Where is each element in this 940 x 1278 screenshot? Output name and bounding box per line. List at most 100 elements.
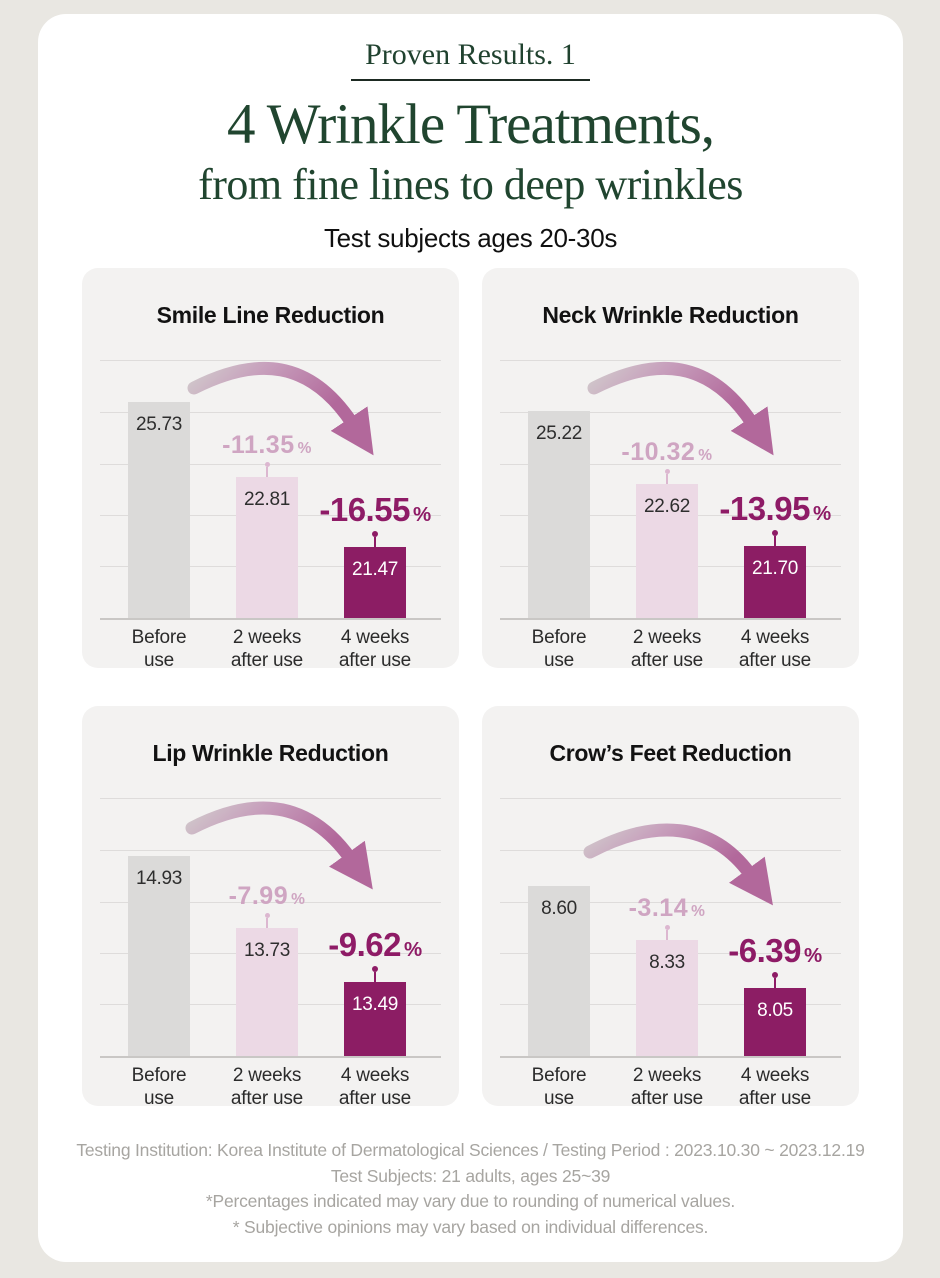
chart-panel-neck-wrinkle: Neck Wrinkle Reduction 25.22 22.62 21.70… xyxy=(482,268,860,671)
footnote-percentages: *Percentages indicated may vary due to r… xyxy=(205,1191,736,1211)
test-subjects-note: Test subjects ages 20-30s xyxy=(323,223,618,254)
bar-before-use: 14.93 xyxy=(128,856,190,1056)
label-pin xyxy=(372,966,378,982)
bar-value: 22.62 xyxy=(643,496,691,517)
percent-sign: % xyxy=(812,502,831,525)
x-label-2-weeks: 2 weeks after use xyxy=(230,1065,304,1109)
bar-value: 13.49 xyxy=(351,994,399,1015)
gridline xyxy=(500,360,841,361)
x-label-4-weeks: 4 weeks after use xyxy=(738,627,812,671)
bar-2-weeks: 22.62 xyxy=(636,484,698,618)
label-pin xyxy=(664,469,670,484)
bar-value: 21.47 xyxy=(351,559,399,580)
footnote-testing-institution: Testing Institution: Korea Institute of … xyxy=(76,1140,865,1160)
bar-4-weeks: 13.49 xyxy=(344,982,406,1056)
pct-value: -10.32 xyxy=(621,438,696,466)
x-label-4-weeks: 4 weeks after use xyxy=(738,1065,812,1109)
bar-4-weeks: 21.47 xyxy=(344,547,406,618)
x-label-2-weeks: 2 weeks after use xyxy=(230,627,304,671)
bar-value: 25.22 xyxy=(535,423,583,444)
pct-label-4-weeks: -16.55% xyxy=(290,491,460,547)
bar-2-weeks: 22.81 xyxy=(236,477,298,618)
x-axis-line xyxy=(100,1056,441,1058)
label-pin xyxy=(772,530,778,546)
eyebrow-label: Proven Results. 1 xyxy=(351,38,590,81)
pct-label-2-weeks: -11.35% xyxy=(182,431,352,477)
label-pin xyxy=(264,462,270,477)
x-label-before: Before use xyxy=(131,627,187,671)
pct-value: -13.95 xyxy=(719,490,810,527)
x-axis-line xyxy=(500,618,841,620)
pct-label-2-weeks: -3.14% xyxy=(582,894,752,940)
bar-2-weeks: 8.33 xyxy=(636,940,698,1056)
pct-value: -11.35 xyxy=(222,431,295,459)
pct-value: -16.55 xyxy=(319,491,410,528)
x-label-2-weeks: 2 weeks after use xyxy=(630,627,704,671)
bar-2-weeks: 13.73 xyxy=(236,928,298,1056)
x-axis-line xyxy=(100,618,441,620)
bar-value: 25.73 xyxy=(135,414,183,435)
bar-value: 22.81 xyxy=(243,489,291,510)
pct-label-2-weeks: -10.32% xyxy=(582,438,752,484)
charts-grid: Smile Line Reduction 25.73 22.81 21.47 -… xyxy=(82,268,860,1109)
gridline xyxy=(100,902,441,903)
footnotes: Testing Institution: Korea Institute of … xyxy=(38,1138,903,1240)
bar-before-use: 8.60 xyxy=(528,886,590,1056)
x-axis-line xyxy=(500,1056,841,1058)
gridline xyxy=(100,798,441,799)
percent-sign: % xyxy=(291,891,306,908)
label-pin xyxy=(372,531,378,547)
pct-label-4-weeks: -9.62% xyxy=(290,926,460,982)
header: Proven Results. 1 4 Wrinkle Treatments, … xyxy=(38,14,903,254)
gridline xyxy=(500,850,841,851)
main-subtitle: from fine lines to deep wrinkles xyxy=(198,159,743,209)
bar-value: 8.33 xyxy=(649,952,685,973)
pct-value: -3.14 xyxy=(628,894,689,922)
bar-before-use: 25.22 xyxy=(528,411,590,618)
x-label-4-weeks: 4 weeks after use xyxy=(338,627,412,671)
pct-value: -7.99 xyxy=(228,882,289,910)
gridline xyxy=(100,464,441,465)
percent-sign: % xyxy=(804,944,822,967)
chart-panel-lip-wrinkle: Lip Wrinkle Reduction 14.93 13.73 13.49 … xyxy=(82,706,460,1109)
pct-label-4-weeks: -13.95% xyxy=(690,490,860,546)
bar-value: 8.60 xyxy=(541,898,577,919)
gridline xyxy=(500,902,841,903)
label-pin xyxy=(264,913,270,928)
chart-title: Crow’s Feet Reduction xyxy=(549,740,792,766)
pct-value: -9.62 xyxy=(328,926,402,963)
x-label-before: Before use xyxy=(531,1065,587,1109)
chart-panel-crows-feet: Crow’s Feet Reduction 8.60 8.33 8.05 -3.… xyxy=(482,706,860,1109)
bar-4-weeks: 21.70 xyxy=(744,546,806,618)
x-label-4-weeks: 4 weeks after use xyxy=(338,1065,412,1109)
pct-label-2-weeks: -7.99% xyxy=(182,882,352,928)
x-label-before: Before use xyxy=(131,1065,187,1109)
x-label-2-weeks: 2 weeks after use xyxy=(630,1065,704,1109)
footnote-subjective: * Subjective opinions may vary based on … xyxy=(232,1216,709,1237)
bar-4-weeks: 8.05 xyxy=(744,988,806,1056)
chart-title: Neck Wrinkle Reduction xyxy=(542,302,799,328)
gridline xyxy=(100,360,441,361)
x-label-before: Before use xyxy=(531,627,587,671)
content-card: Proven Results. 1 4 Wrinkle Treatments, … xyxy=(38,14,903,1262)
label-pin xyxy=(664,925,670,940)
bar-value: 8.05 xyxy=(757,1000,793,1021)
gridline xyxy=(500,798,841,799)
chart-panel-smile-line: Smile Line Reduction 25.73 22.81 21.47 -… xyxy=(82,268,460,671)
percent-sign: % xyxy=(404,938,422,961)
footnote-test-subjects: Test Subjects: 21 adults, ages 25~39 xyxy=(330,1165,611,1186)
bar-before-use: 25.73 xyxy=(128,402,190,618)
percent-sign: % xyxy=(412,503,431,526)
pct-value: -6.39 xyxy=(728,932,802,969)
gridline xyxy=(500,464,841,465)
gridline xyxy=(100,850,441,851)
percent-sign: % xyxy=(297,440,312,457)
pct-label-4-weeks: -6.39% xyxy=(690,932,860,988)
bar-value: 13.73 xyxy=(243,940,291,961)
chart-title: Lip Wrinkle Reduction xyxy=(152,740,389,766)
bar-value: 21.70 xyxy=(751,558,799,579)
label-pin xyxy=(772,972,778,988)
percent-sign: % xyxy=(698,447,713,464)
percent-sign: % xyxy=(691,903,706,920)
